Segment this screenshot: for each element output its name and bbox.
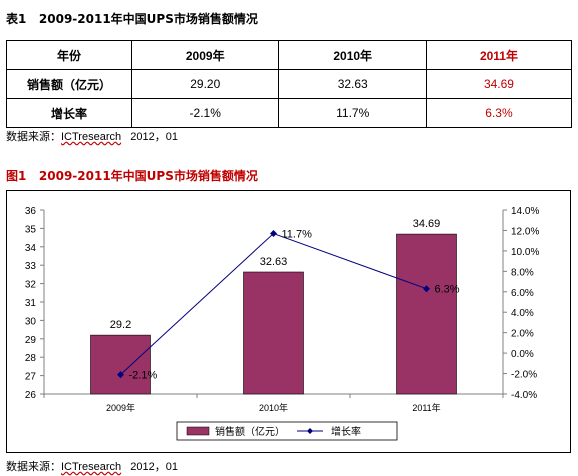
table-source: 数据来源：ICTresearch 2012，01 — [6, 128, 178, 144]
legend-swatch-bar — [186, 426, 210, 436]
table-cell: 29.20 — [130, 69, 280, 99]
bar — [243, 271, 304, 395]
table-header-row: 年份 2009年 2010年 2011年 — [6, 40, 573, 70]
header-cell: 2009年 — [130, 40, 280, 70]
x-tick-label: 2010年 — [259, 402, 288, 413]
table-cell: 6.3% — [425, 98, 573, 128]
bar-data-label: 29.2 — [110, 319, 131, 331]
source-org: ICTresearch — [61, 131, 122, 143]
y-tick-label: 27 — [25, 372, 37, 383]
x-tick-label: 2009年 — [106, 402, 135, 413]
header-cell: 2011年 — [425, 40, 573, 70]
growth-data-label: 11.7% — [282, 229, 313, 241]
bar-data-label: 34.69 — [413, 218, 441, 230]
table-title-prefix: 表1 — [6, 12, 27, 26]
growth-marker — [117, 371, 124, 379]
table-title: 表1 2009-2011年中国UPS市场销售额情况 — [6, 10, 258, 27]
y2-tick-label: 0.0% — [511, 349, 534, 360]
y-tick-label: 35 — [25, 224, 37, 235]
y2-tick-label: 14.0% — [511, 206, 539, 217]
table-row: 销售额（亿元） 29.20 32.63 34.69 — [6, 69, 573, 99]
table-cell: -2.1% — [130, 98, 280, 128]
y-tick-label: 33 — [25, 261, 37, 272]
growth-marker — [423, 285, 430, 293]
x-tick-label: 2011年 — [412, 402, 440, 413]
y2-tick-label: 8.0% — [511, 267, 534, 278]
header-cell: 2010年 — [278, 40, 427, 70]
bar — [396, 233, 457, 395]
figure-title-prefix: 图1 — [6, 169, 27, 183]
figure-title: 图1 2009-2011年中国UPS市场销售额情况 — [6, 167, 258, 184]
growth-marker — [270, 230, 277, 238]
bar — [90, 334, 151, 395]
y-tick-label: 29 — [25, 335, 37, 346]
source-prefix: 数据来源： — [6, 461, 61, 473]
y-tick-label: 32 — [25, 280, 37, 291]
table-cell: 32.63 — [278, 69, 427, 99]
y-tick-label: 28 — [25, 353, 37, 364]
y2-tick-label: 4.0% — [511, 308, 534, 319]
source-org: ICTresearch — [61, 461, 122, 473]
source-prefix: 数据来源： — [6, 131, 61, 143]
y2-tick-label: 12.0% — [511, 226, 539, 237]
header-cell: 年份 — [6, 40, 132, 70]
y-tick-label: 36 — [25, 206, 37, 217]
legend-box — [176, 421, 398, 441]
source-date: 2012，01 — [130, 461, 178, 473]
chart-source: 数据来源：ICTresearch 2012，01 — [6, 458, 178, 474]
legend-swatch-marker — [307, 428, 313, 434]
table-title-text: 2009-2011年中国UPS市场销售额情况 — [38, 12, 258, 26]
row-label: 增长率 — [6, 98, 132, 128]
legend-label-line: 增长率 — [331, 425, 361, 438]
y2-tick-label: 10.0% — [511, 247, 539, 258]
y-tick-label: 34 — [25, 243, 37, 254]
sales-chart: 36 35 34 33 32 31 30 29 28 27 26 14.0% 12.0% 10.0% 8.0… — [6, 190, 571, 453]
y-tick-label: 31 — [25, 298, 37, 309]
source-date: 2012，01 — [130, 131, 178, 143]
y2-tick-label: 6.0% — [511, 288, 534, 299]
row-label: 销售额（亿元） — [6, 69, 132, 99]
table-cell: 34.69 — [425, 69, 573, 99]
sales-table: 年份 2009年 2010年 2011年 销售额（亿元） 29.20 32.63… — [6, 40, 573, 128]
legend-label-bar: 销售额（亿元） — [215, 425, 285, 438]
growth-data-label: -2.1% — [129, 370, 158, 382]
table-cell: 11.7% — [278, 98, 427, 128]
y-tick-label: 30 — [25, 316, 37, 327]
growth-data-label: 6.3% — [435, 284, 460, 296]
y-tick-label: 26 — [25, 390, 37, 401]
bar-data-label: 32.63 — [260, 256, 288, 268]
y2-tick-label: -4.0% — [511, 390, 537, 401]
y2-tick-label: 2.0% — [511, 329, 534, 340]
figure-title-text: 2009-2011年中国UPS市场销售额情况 — [38, 169, 258, 183]
y2-tick-label: -2.0% — [511, 370, 537, 381]
table-row: 增长率 -2.1% 11.7% 6.3% — [6, 98, 573, 128]
